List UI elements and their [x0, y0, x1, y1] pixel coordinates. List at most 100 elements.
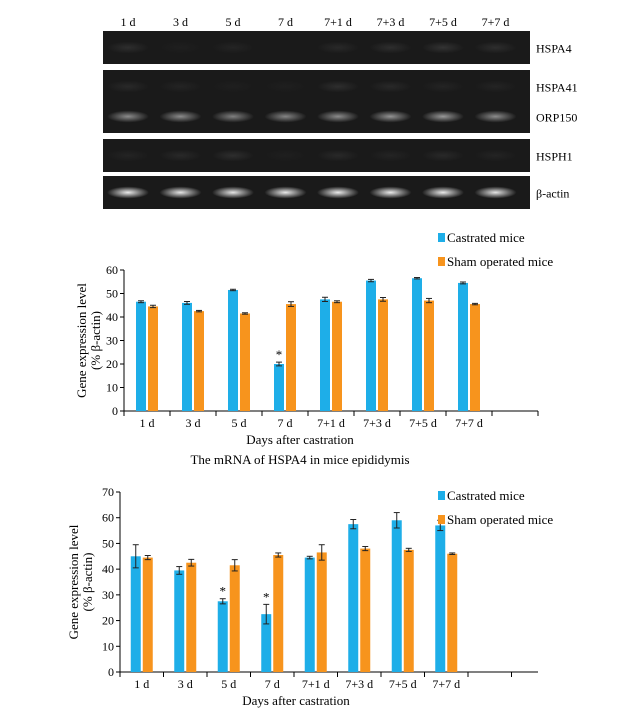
sham-bar	[194, 311, 204, 411]
gel-band	[107, 41, 149, 54]
sham-bar	[424, 300, 434, 411]
gel-band	[369, 41, 412, 54]
x-tick-label: 3 d	[186, 416, 201, 430]
gel-band	[159, 80, 202, 93]
x-tick-label: 1 d	[134, 677, 149, 691]
y-tick-label: 20	[106, 357, 118, 371]
gel-band	[317, 41, 359, 54]
sham-bar	[403, 549, 414, 672]
gel-lane-label: 1 d	[121, 15, 136, 29]
y-tick-label: 30	[102, 588, 114, 602]
legend-swatch	[438, 257, 445, 266]
gel-band	[474, 186, 517, 199]
sham-bar	[273, 555, 284, 672]
gel-band	[212, 80, 254, 93]
gel-band	[422, 110, 464, 123]
gel-band	[107, 110, 149, 123]
sham-bar	[286, 304, 296, 411]
y-axis-label: Gene expression level	[66, 524, 81, 639]
castrated-bar	[320, 299, 330, 411]
x-tick-label: 7+7 d	[432, 677, 460, 691]
gel-band	[317, 110, 359, 123]
sham-bar	[470, 304, 480, 411]
gel-band	[212, 41, 254, 54]
gel-band	[474, 149, 517, 162]
sham-bar	[360, 548, 371, 672]
gel-band	[317, 186, 359, 199]
y-tick-label: 60	[102, 511, 114, 525]
gel-band	[264, 41, 307, 54]
x-axis-label: Days after castration	[246, 432, 354, 447]
x-tick-label: 7 d	[265, 677, 280, 691]
y-tick-label: 0	[112, 404, 118, 418]
y-tick-label: 30	[106, 334, 118, 348]
significance-star: *	[220, 584, 227, 599]
legend-label: Castrated mice	[447, 488, 525, 503]
gel-band	[422, 80, 464, 93]
sham-bar	[378, 299, 388, 411]
y-axis-label: Gene expression level	[74, 283, 89, 398]
legend-label: Sham operated mice	[447, 512, 553, 527]
gel-band	[369, 186, 412, 199]
sham-bar	[229, 565, 240, 672]
x-tick-label: 1 d	[140, 416, 155, 430]
sham-bar	[447, 553, 458, 672]
significance-star: *	[276, 347, 283, 362]
hspa4-bar-chart: 0 10 20 30 40 50 60 1 d 3 d 5 d 7 d 7+1 d 7+3 d 7+5 d…	[74, 230, 553, 467]
sham-bar	[148, 306, 158, 411]
sham-bar	[240, 313, 250, 411]
y-axis-label: (% β-actin)	[80, 553, 95, 612]
gel-band	[317, 80, 359, 93]
legend-label: Castrated mice	[447, 230, 525, 245]
sham-bar	[186, 562, 197, 672]
legend-swatch	[438, 491, 445, 500]
sham-bar	[316, 552, 327, 672]
chart-title: The mRNA of HSPA4 in mice epididymis	[190, 452, 409, 467]
sham-bar	[332, 301, 342, 411]
gel-lane-label: 7+1 d	[324, 15, 352, 29]
castrated-bar	[412, 278, 422, 411]
castrated-bar	[304, 557, 315, 672]
gel-band	[422, 41, 464, 54]
y-tick-label: 50	[106, 287, 118, 301]
gel-band	[159, 41, 202, 54]
legend-label: Sham operated mice	[447, 254, 553, 269]
x-tick-label: 5 d	[232, 416, 247, 430]
x-tick-label: 7+3 d	[363, 416, 391, 430]
castrated-bar	[228, 289, 238, 411]
y-tick-label: 20	[102, 614, 114, 628]
castrated-bar	[136, 301, 146, 411]
castrated-bar	[458, 282, 468, 411]
sham-bar	[142, 557, 153, 672]
gel-band	[474, 110, 517, 123]
gel-band	[212, 110, 254, 123]
gel-lane-label: 7+5 d	[429, 15, 457, 29]
gel-row-label: β-actin	[536, 187, 569, 201]
gel-lane-label: 5 d	[226, 15, 241, 29]
gel-band	[107, 80, 149, 93]
x-tick-label: 7+5 d	[389, 677, 417, 691]
gel-band	[212, 186, 254, 199]
gel-panel: 1 d 3 d 5 d 7 d 7+1 d 7+3 d 7+5 d 7+7 d HSPA4 HSP…	[103, 15, 578, 209]
y-tick-label: 40	[102, 562, 114, 576]
gel-band	[474, 41, 517, 54]
castrated-bar	[366, 280, 376, 411]
gel-band	[212, 149, 254, 162]
gel-band	[264, 80, 307, 93]
gel-band	[369, 80, 412, 93]
gel-band	[264, 186, 307, 199]
x-tick-label: 7+3 d	[345, 677, 373, 691]
x-tick-label: 7+5 d	[409, 416, 437, 430]
x-tick-label: 7 d	[278, 416, 293, 430]
gel-band	[107, 149, 149, 162]
castrated-bar	[348, 524, 359, 672]
x-tick-label: 7+1 d	[317, 416, 345, 430]
x-axis-label: Days after castration	[242, 693, 350, 708]
y-tick-label: 0	[108, 665, 114, 679]
gel-row-label: HSPH1	[536, 150, 573, 164]
gel-band	[159, 186, 202, 199]
gel-band	[369, 149, 412, 162]
y-tick-label: 10	[102, 639, 114, 653]
